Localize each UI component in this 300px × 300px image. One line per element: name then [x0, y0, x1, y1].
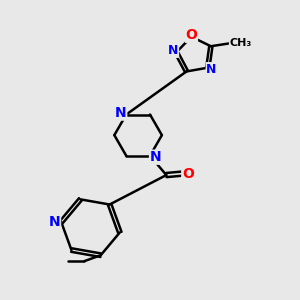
Text: O: O [182, 167, 194, 181]
Text: N: N [115, 106, 127, 120]
Text: N: N [149, 150, 161, 164]
Text: N: N [168, 44, 178, 57]
Text: N: N [49, 215, 61, 229]
Text: N: N [206, 63, 217, 76]
Text: CH₃: CH₃ [230, 38, 252, 48]
Text: O: O [185, 28, 197, 42]
